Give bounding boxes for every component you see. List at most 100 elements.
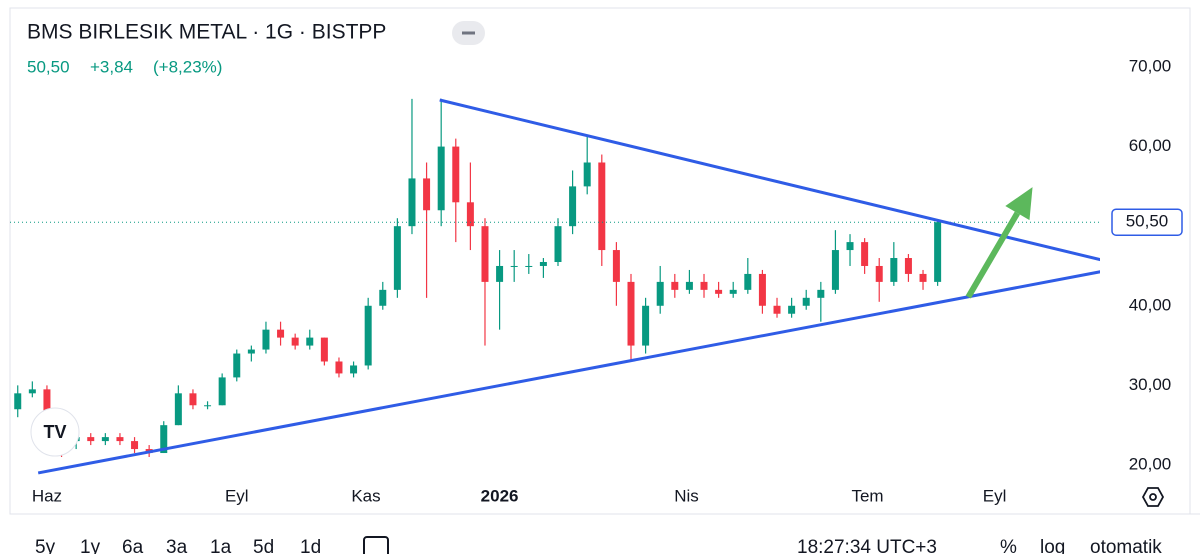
timeframe-button[interactable]: 3a (166, 537, 188, 558)
candle-body (277, 329, 285, 338)
candle-body (919, 273, 927, 282)
x-tick-label: Kas (351, 486, 380, 505)
candle-body (904, 258, 912, 274)
last-price: 50,50 (27, 57, 70, 76)
candle-body (642, 305, 650, 346)
candle-body (423, 178, 431, 211)
candle-body (437, 146, 445, 211)
candle-body (350, 365, 358, 374)
candle-body (685, 281, 693, 290)
candle-body (700, 281, 708, 290)
candle-body (525, 265, 533, 267)
x-tick-label: Haz (32, 486, 62, 505)
log-toggle[interactable]: log (1040, 537, 1065, 558)
candle-body (817, 289, 825, 298)
trend-line (37, 270, 1100, 475)
y-tick-label: 40,00 (1129, 295, 1172, 314)
candle-body (875, 265, 883, 282)
candle-body (569, 186, 577, 227)
timeframe-button[interactable]: 6a (122, 537, 144, 558)
candle-body (627, 281, 635, 346)
candle-body (116, 437, 124, 442)
candle-body (262, 329, 270, 350)
candle-body (510, 265, 518, 267)
candle-body (890, 258, 898, 282)
candle-body (28, 389, 36, 394)
candle-body (335, 361, 343, 374)
y-tick-label: 60,00 (1129, 136, 1172, 155)
x-tick-label: 2026 (481, 486, 519, 505)
candle-body (452, 146, 460, 203)
y-tick-label: 20,00 (1129, 454, 1172, 473)
percent-toggle[interactable]: % (1000, 537, 1017, 558)
candle-body (583, 162, 591, 187)
arrow-shaft (965, 211, 1020, 299)
x-tick-label: Nis (674, 486, 699, 505)
candle-body (408, 178, 416, 227)
logo-mark: TV (43, 422, 66, 442)
candle-body (788, 305, 796, 314)
timeframe-button[interactable]: 1a (210, 537, 232, 558)
candle-body (291, 337, 299, 346)
timeframe-button[interactable]: 5d (253, 537, 274, 558)
candle-body (729, 289, 737, 294)
candle-body (671, 281, 679, 290)
candle-body (174, 393, 182, 426)
candle-body (554, 226, 562, 262)
logo[interactable] (30, 407, 80, 457)
candle-body (846, 242, 854, 251)
candle-body (598, 162, 606, 251)
date-range-icon[interactable] (363, 536, 389, 559)
candle-body (466, 202, 474, 227)
candle-body (496, 265, 504, 282)
candle-body (612, 250, 620, 282)
candle-body (831, 250, 839, 290)
y-tick-label: 30,00 (1129, 375, 1172, 394)
last-price-box (1111, 208, 1183, 236)
candle-body (379, 289, 387, 306)
timeframe-button[interactable]: 1y (80, 537, 101, 558)
timeframe-button[interactable]: 5y (35, 537, 56, 558)
last-price-label: 50,50 (1126, 212, 1169, 231)
timeframe-button[interactable]: 1d (300, 537, 321, 558)
candle-body (189, 393, 197, 406)
x-tick-label: Eyl (983, 486, 1007, 505)
candle-body (802, 297, 810, 306)
plot (10, 98, 1100, 475)
candle-body (233, 353, 241, 378)
chart-title: BMS BIRLESIK METAL · 1G · BISTPP (27, 21, 386, 44)
candle-body (656, 281, 664, 306)
candle-body (87, 437, 95, 442)
candle-body (131, 441, 139, 450)
x-tick-label: Eyl (225, 486, 249, 505)
clock: 18:27:34 UTC+3 (797, 537, 937, 554)
candle-body (247, 349, 255, 354)
candle-body (758, 273, 766, 306)
arrow-head (1005, 187, 1033, 221)
candle-body (934, 222, 942, 282)
y-tick-label: 70,00 (1129, 56, 1172, 75)
settings-icon-center (1149, 493, 1157, 501)
trend-line (439, 98, 1100, 262)
candle-body (320, 337, 328, 362)
candle-body (204, 405, 212, 407)
candle-body (43, 389, 51, 414)
change: +3,84 (90, 57, 133, 76)
candle-body (101, 437, 109, 442)
candle-body (773, 305, 781, 314)
candle-body (14, 393, 22, 410)
settings-icon[interactable] (1141, 487, 1165, 507)
candle-body (364, 305, 372, 366)
candle-body (715, 289, 723, 294)
candle-body (861, 242, 869, 266)
candle-body (539, 261, 547, 266)
x-tick-label: Tem (851, 486, 883, 505)
auto-toggle[interactable]: otomatik (1090, 537, 1162, 558)
candle-body (481, 226, 489, 282)
candle-body (393, 226, 401, 290)
frame (9, 7, 1191, 515)
candle-body (744, 273, 752, 290)
candle-body (160, 425, 168, 454)
candle-body (306, 337, 314, 346)
